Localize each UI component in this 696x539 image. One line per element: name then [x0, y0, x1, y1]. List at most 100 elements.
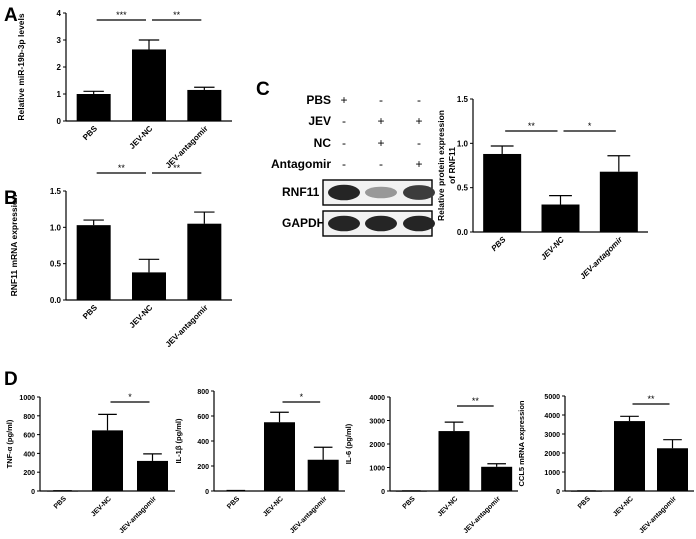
- chart-a: 0 1 2 3 4 Relative miR-19b-3p levels PBS JEV-NC…: [16, 9, 232, 170]
- blot-lane-sign: -: [379, 157, 383, 171]
- panel-letter-a: A: [4, 5, 18, 26]
- blot-lane-sign: -: [417, 136, 421, 150]
- blot-lane-sign: -: [342, 114, 346, 128]
- blot-band: [365, 215, 397, 232]
- category-label: PBS: [81, 303, 99, 321]
- y-tick-label: 800: [23, 414, 35, 421]
- category-label: JEV-antagomir: [578, 234, 625, 281]
- chart-b: 0.0 0.5 1.0 1.5 RNF11 mRNA expression PBS JEV-…: [9, 163, 232, 349]
- y-axis-label: RNF11 mRNA expression: [9, 195, 19, 297]
- bar: [481, 466, 513, 491]
- blot-lane-sign: -: [417, 93, 421, 107]
- y-tick-label: 0: [556, 489, 560, 496]
- y-tick-label: 600: [197, 414, 209, 421]
- bar: [76, 225, 111, 300]
- chart-d-il1b: 0 200 400 600 800 IL-1β (pg/ml) PBS JEV-NC JEV-a…: [174, 389, 345, 535]
- y-tick-label: 4: [57, 9, 62, 18]
- y-tick-label: 400: [23, 451, 35, 458]
- category-label: PBS: [53, 495, 68, 510]
- category-label: PBS: [577, 495, 592, 510]
- y-tick-label: 3: [57, 36, 62, 45]
- blot-row-label: Antagomir: [271, 157, 331, 171]
- blot-lane-sign: +: [340, 93, 347, 107]
- y-tick-label: 5000: [544, 394, 560, 401]
- y-tick-label: 200: [23, 470, 35, 477]
- significance-label: ***: [116, 10, 127, 20]
- bar: [438, 431, 470, 491]
- y-tick-label: 2000: [369, 442, 385, 449]
- bar: [307, 459, 339, 491]
- bar: [132, 49, 166, 122]
- blot-band-label: RNF11: [282, 185, 320, 199]
- category-label: JEV-NC: [262, 495, 285, 518]
- y-axis-label: Relative miR-19b-3p levels: [16, 13, 26, 121]
- category-label: JEV-antagomir: [462, 495, 502, 535]
- y-tick-label: 0.0: [457, 228, 469, 237]
- bar: [657, 448, 688, 491]
- y-tick-label: 400: [197, 439, 209, 446]
- category-label: JEV-antagomir: [638, 495, 678, 535]
- category-label: JEV-NC: [128, 303, 155, 330]
- category-label: JEV-NC: [612, 495, 635, 518]
- y-tick-label: 0.5: [50, 260, 62, 269]
- bar: [599, 171, 638, 232]
- y-tick-label: 600: [23, 433, 35, 440]
- category-label: PBS: [81, 124, 99, 142]
- y-tick-label: 200: [197, 464, 209, 471]
- blot-band: [403, 185, 435, 200]
- blot-band: [403, 215, 435, 232]
- significance-label: **: [173, 10, 181, 20]
- chart-d-il6: 0 1000 2000 3000 4000 IL-6 (pg/ml) PBS JEV-NC JE…: [344, 395, 518, 535]
- y-tick-label: 4000: [544, 413, 560, 420]
- blot-row-label: JEV: [308, 114, 331, 128]
- significance-label: **: [173, 163, 181, 173]
- category-label: JEV-antagomir: [118, 495, 158, 535]
- y-axis-label: CCL5 mRNA expression: [517, 400, 526, 486]
- y-axis-label: IL-6 (pg/ml): [344, 423, 353, 464]
- y-tick-label: 800: [197, 389, 209, 396]
- chart-d-ccl5: 0 1000 2000 3000 4000 5000 CCL5 mRNA expressio…: [517, 394, 694, 535]
- category-label: JEV-NC: [128, 124, 155, 151]
- category-label: JEV-NC: [90, 495, 113, 518]
- y-axis-label: Relative protein expressionof RNF11: [436, 110, 457, 221]
- category-label: JEV-NC: [437, 495, 460, 518]
- blot-lane-sign: -: [342, 157, 346, 171]
- category-label: PBS: [226, 495, 241, 510]
- y-tick-label: 1: [57, 90, 62, 99]
- significance-label: *: [300, 392, 304, 402]
- y-tick-label: 3000: [544, 432, 560, 439]
- category-label: JEV-antagomir: [164, 303, 210, 349]
- y-tick-label: 1000: [544, 470, 560, 477]
- y-tick-label: 3000: [369, 419, 385, 426]
- blot-lane-sign: +: [415, 114, 422, 128]
- bar: [137, 460, 168, 491]
- y-tick-label: 0: [31, 489, 35, 496]
- bar: [92, 430, 123, 491]
- y-tick-label: 0.0: [50, 296, 62, 305]
- blot-lane-sign: -: [342, 136, 346, 150]
- y-tick-label: 1000: [369, 466, 385, 473]
- bar: [541, 204, 580, 232]
- y-tick-label: 4000: [369, 395, 385, 402]
- y-tick-label: 2000: [544, 451, 560, 458]
- y-tick-label: 1.5: [457, 95, 469, 104]
- significance-label: *: [588, 121, 592, 131]
- bar: [187, 223, 222, 300]
- blot-lane-sign: -: [379, 93, 383, 107]
- category-label: PBS: [490, 235, 508, 253]
- y-tick-label: 1000: [19, 395, 35, 402]
- y-tick-label: 2: [57, 63, 62, 72]
- significance-label: **: [118, 163, 126, 173]
- blot-band-label: GAPDH: [282, 216, 325, 230]
- y-tick-label: 0.5: [457, 184, 469, 193]
- bar: [614, 421, 645, 491]
- blot-lane-sign: +: [377, 114, 384, 128]
- significance-label: **: [472, 396, 480, 406]
- y-tick-label: 0: [381, 489, 385, 496]
- bar: [264, 422, 295, 491]
- blot-band: [365, 186, 397, 199]
- blot-lane-sign: +: [415, 157, 422, 171]
